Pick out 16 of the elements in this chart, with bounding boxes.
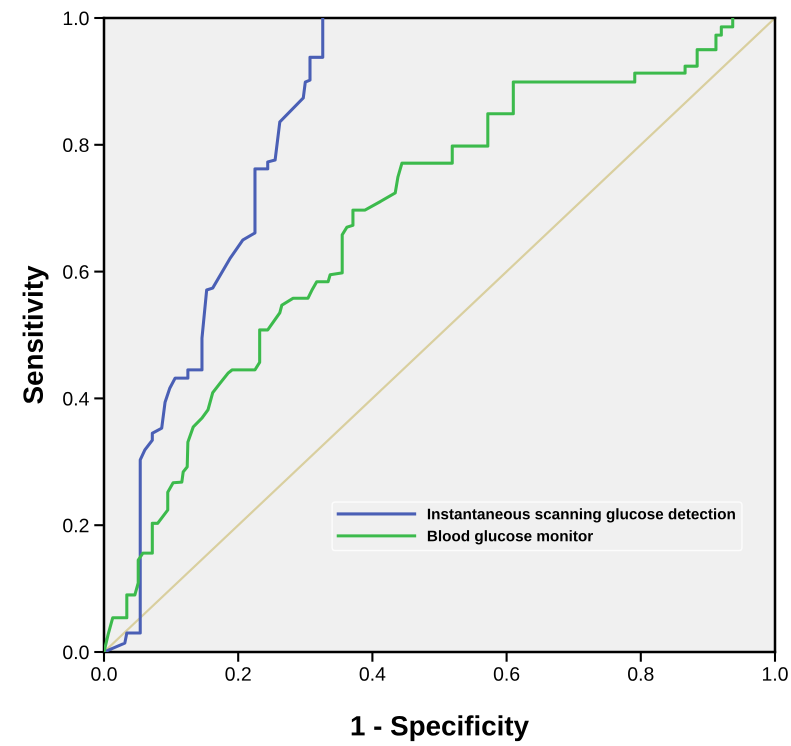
- y-tick-label: 0.8: [63, 138, 89, 152]
- y-tick-label: 0.6: [63, 265, 89, 279]
- x-tick-label: 0.0: [91, 667, 117, 681]
- x-tick-label: 1.0: [762, 667, 788, 681]
- y-tick-label: 0.4: [63, 392, 89, 406]
- x-tick-label: 0.8: [628, 667, 654, 681]
- x-tick-label: 0.2: [225, 667, 251, 681]
- y-tick-label: 0.0: [63, 645, 89, 660]
- legend-label: Instantaneous scanning glucose detection: [428, 508, 735, 522]
- y-axis-title: Sensitivity: [22, 266, 48, 404]
- x-tick-label: 0.6: [494, 667, 520, 681]
- y-tick-label: 0.2: [63, 518, 88, 532]
- x-tick-label: 0.4: [360, 667, 386, 681]
- legend-label: Blood glucose monitor: [428, 530, 593, 544]
- y-tick-label: 1.0: [64, 11, 89, 26]
- x-axis-title: 1 - Specificity: [352, 715, 529, 742]
